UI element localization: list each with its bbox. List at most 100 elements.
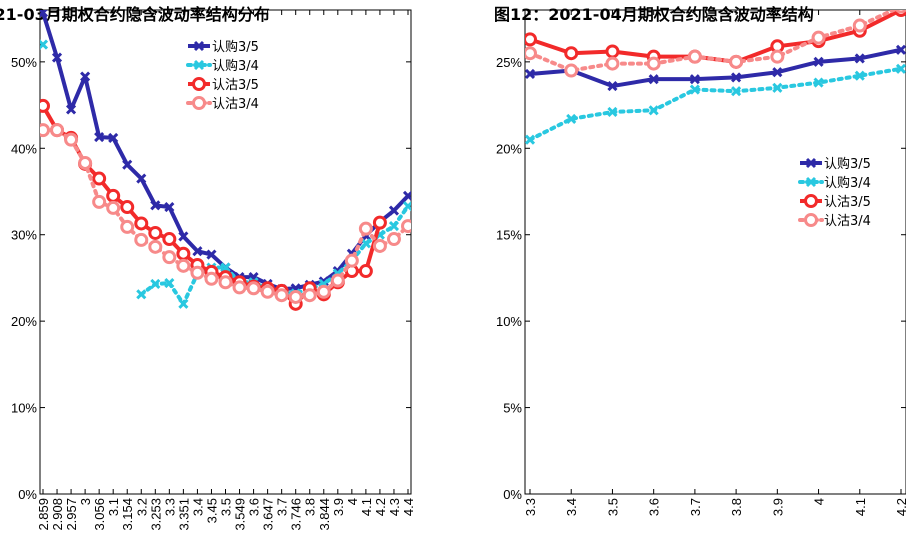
y-tick-label: 0% [503, 487, 522, 502]
data-point [607, 80, 618, 92]
data-point [178, 298, 189, 309]
series-4 [525, 10, 906, 78]
data-point [246, 281, 261, 296]
data-point [525, 46, 537, 61]
data-point [372, 215, 387, 230]
y-tick-label: 15% [496, 228, 522, 243]
legend-label: 认购3/5 [212, 39, 259, 55]
data-point [274, 288, 289, 303]
chart-1: 0%10%20%30%40%50%2.859 2.908 2.957 3 3.056 3.… [11, 9, 416, 531]
data-point [607, 106, 618, 118]
x-tick-label: 4 [345, 498, 360, 505]
data-point [51, 52, 63, 63]
data-point [330, 273, 345, 288]
data-point [813, 77, 824, 88]
legend-marker [193, 40, 205, 52]
x-tick-label: 3.8 [303, 498, 318, 516]
data-point [50, 123, 65, 138]
x-tick-label: 3.2 [134, 498, 149, 516]
x-tick-label: 3.154 [120, 498, 135, 531]
y-tick-label: 10% [496, 314, 522, 329]
data-point [770, 49, 785, 64]
data-point [232, 280, 247, 295]
data-point [344, 253, 359, 268]
data-point [525, 68, 536, 80]
data-point [895, 44, 906, 55]
data-point [401, 219, 411, 234]
series-2 [525, 63, 906, 145]
x-tick-label: 3.4 [564, 498, 579, 516]
x-tick-label: 2.859 [36, 498, 51, 531]
x-tick-label: 3.056 [92, 498, 107, 531]
data-point [78, 155, 93, 170]
data-point [162, 232, 177, 247]
data-point [136, 289, 147, 300]
series-line [529, 47, 902, 89]
legend-label: 认购3/5 [824, 156, 871, 172]
x-tick-label: 3.45 [204, 498, 219, 523]
data-point [80, 71, 91, 82]
data-point [164, 201, 175, 213]
x-tick-label: 3.253 [148, 498, 163, 531]
x-tick-label: 3.3 [523, 498, 538, 516]
legend-marker [193, 59, 205, 71]
series-line [529, 10, 902, 64]
y-tick-label: 30% [11, 228, 37, 243]
data-point [220, 262, 231, 273]
data-point [525, 32, 537, 47]
x-tick-label: 3.844 [317, 498, 332, 531]
legend-marker [192, 77, 206, 91]
x-tick-label: 3.7 [688, 498, 703, 516]
data-point [206, 249, 217, 260]
data-point [386, 232, 401, 247]
series-line [528, 10, 899, 73]
data-point [302, 288, 317, 303]
data-point [402, 201, 411, 212]
legend-label: 认购3/4 [212, 58, 259, 74]
plot-area-frame [524, 9, 906, 495]
x-tick-label: 3.3 [162, 498, 177, 516]
data-point [811, 30, 826, 45]
data-point [64, 132, 79, 147]
x-tick-label: 3.351 [176, 498, 191, 531]
data-point [92, 194, 107, 209]
data-point [648, 105, 659, 116]
y-tick-label: 10% [11, 401, 37, 416]
x-tick-label: 4.1 [359, 498, 374, 516]
data-point [150, 278, 161, 290]
data-point [729, 54, 744, 69]
data-point [566, 113, 577, 124]
data-point [358, 221, 373, 236]
x-tick-label: 4.3 [387, 498, 402, 516]
y-tick-label: 25% [496, 55, 522, 70]
data-point [92, 171, 107, 186]
data-point [895, 63, 906, 74]
x-tick-label: 4.1 [853, 498, 868, 516]
y-tick-label: 20% [11, 314, 37, 329]
data-point [134, 216, 149, 231]
data-point [813, 56, 824, 67]
data-point [162, 250, 177, 265]
data-point [164, 278, 175, 289]
data-point [687, 49, 702, 64]
data-point [316, 284, 331, 299]
data-point [40, 123, 50, 138]
data-point [218, 275, 233, 290]
data-point [120, 200, 135, 215]
data-point [66, 104, 77, 115]
data-point [148, 225, 163, 240]
data-point [772, 67, 783, 78]
data-point [204, 271, 219, 286]
data-point [360, 238, 371, 249]
data-point [388, 205, 400, 216]
x-tick-label: 4 [812, 498, 827, 505]
x-tick-label: 3.8 [729, 498, 744, 516]
x-tick-label: 4.2 [894, 498, 906, 516]
x-tick-label: 2.957 [64, 498, 79, 531]
data-point [731, 86, 742, 97]
data-point [605, 56, 620, 71]
data-point [40, 10, 49, 18]
data-point [190, 265, 205, 280]
data-point [122, 159, 133, 170]
